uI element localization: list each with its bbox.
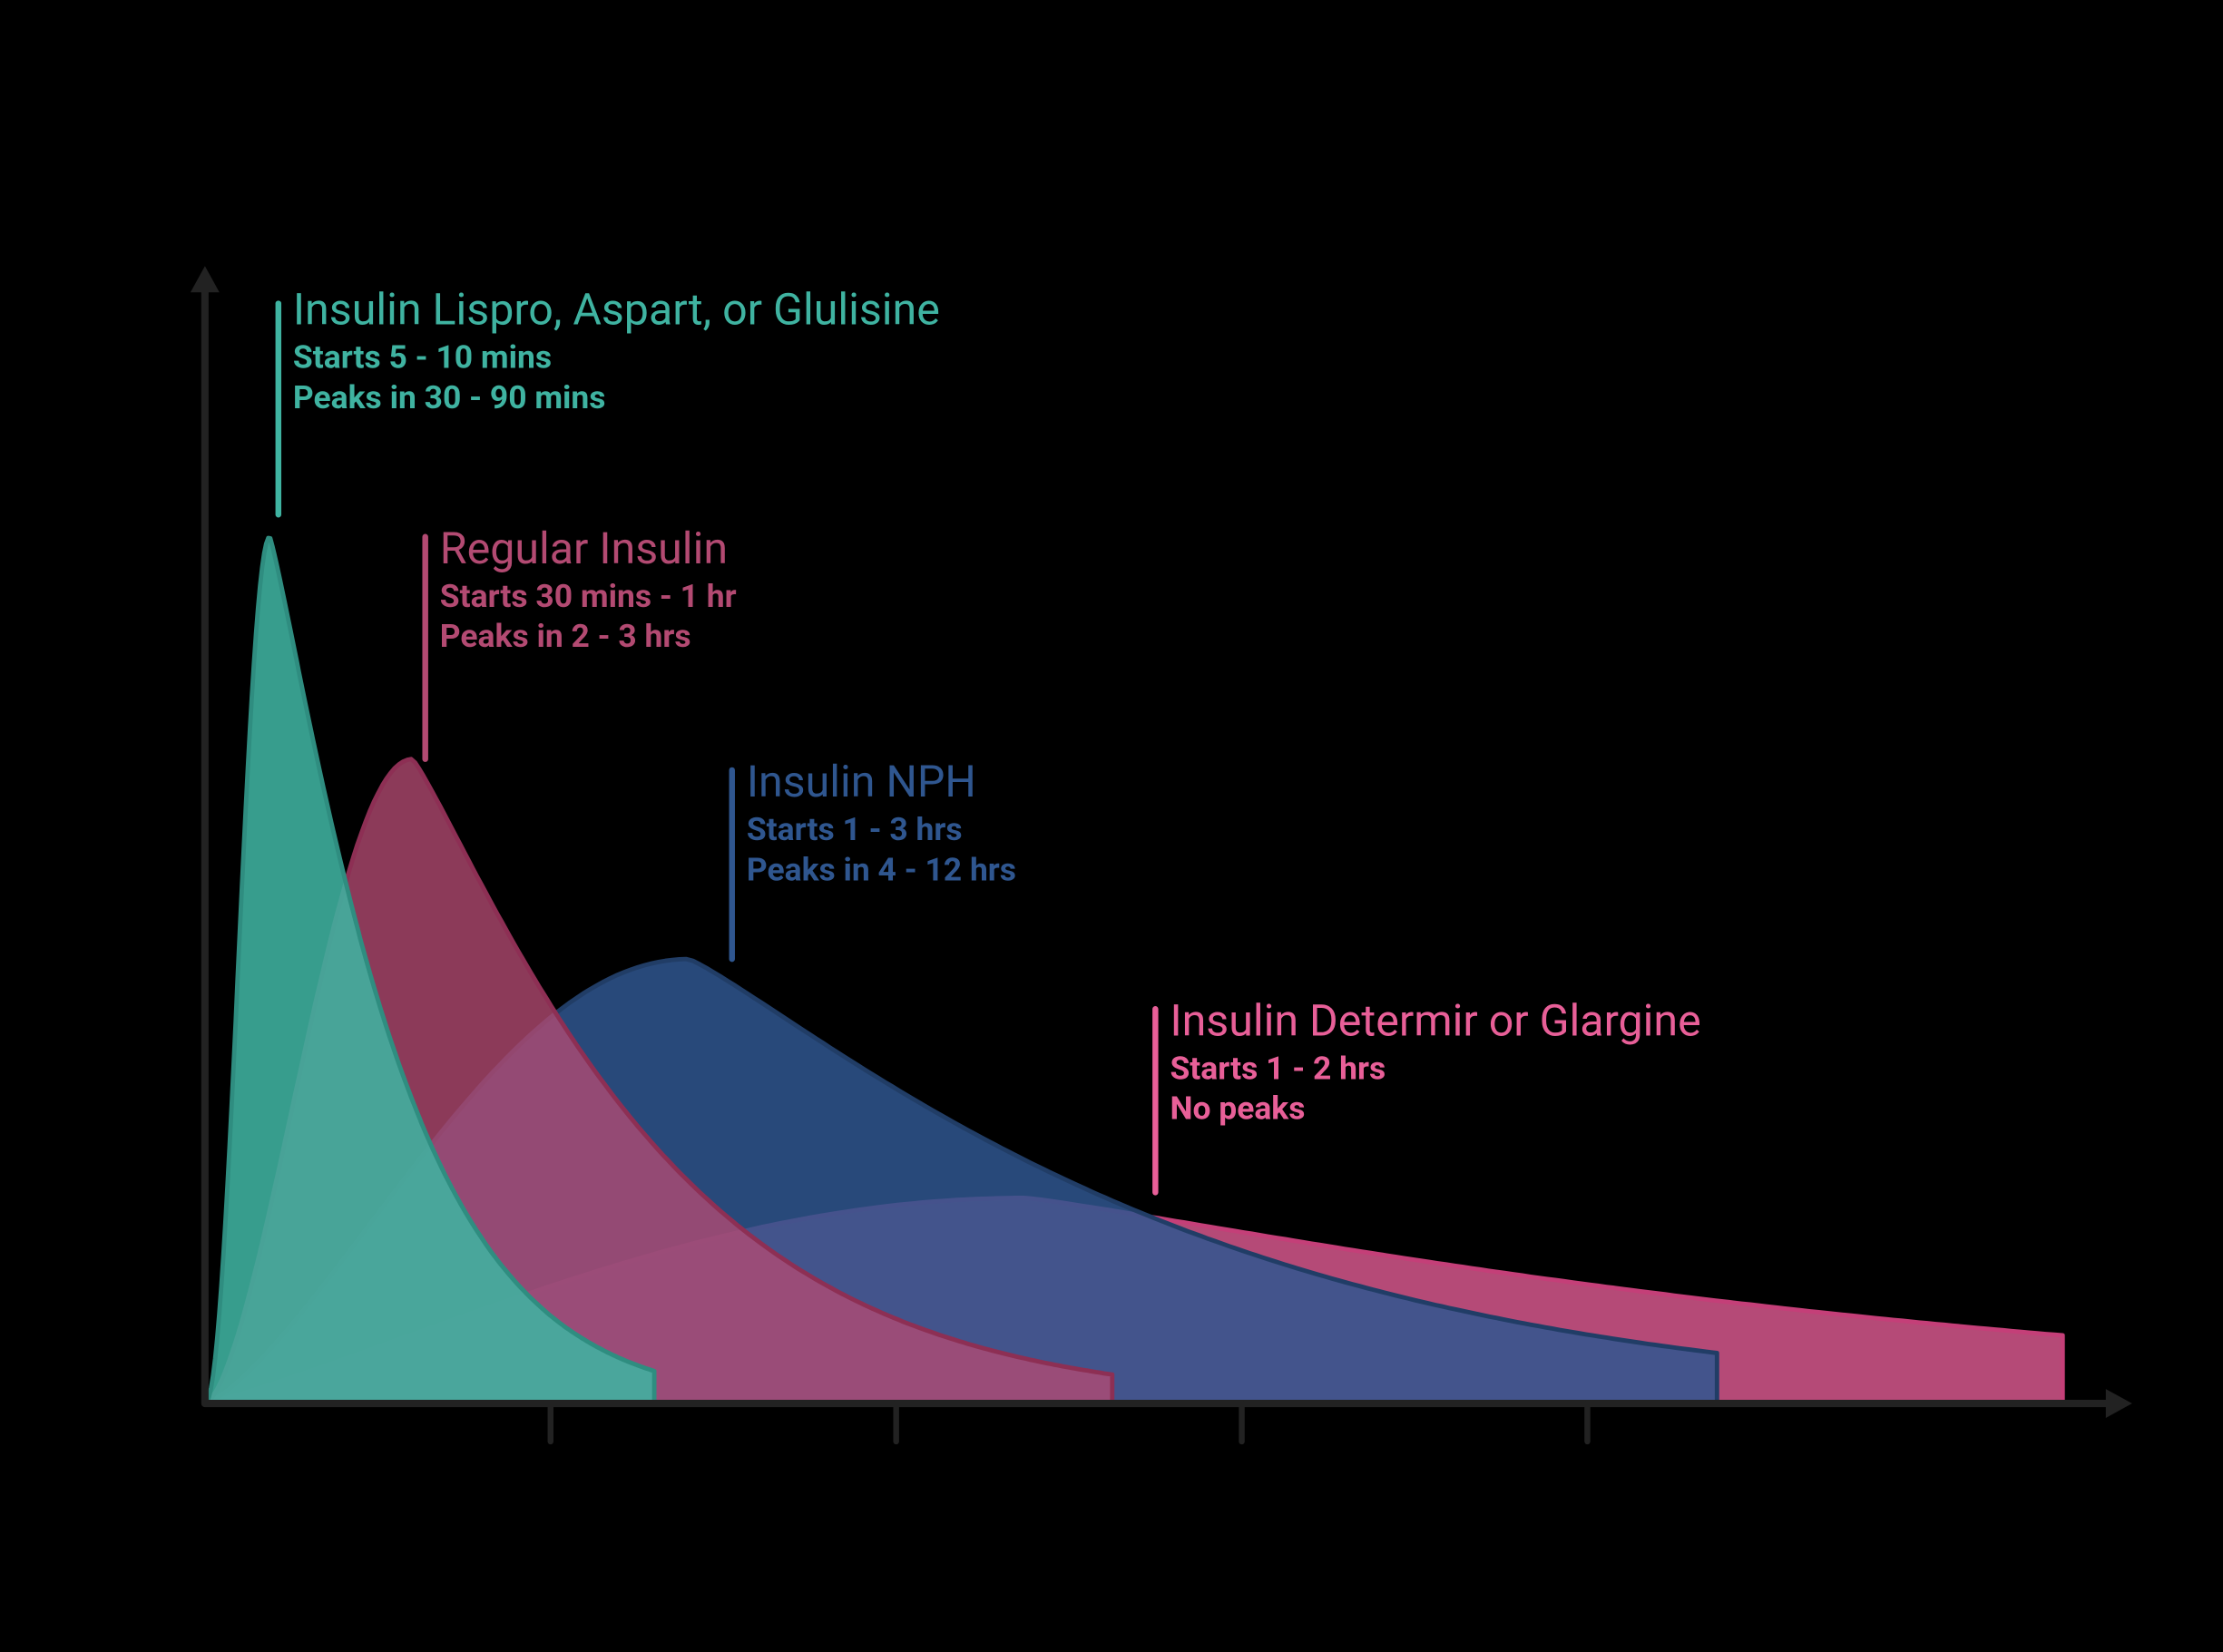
label-regular-peaks: Peaks in 2 - 3 hrs [440, 617, 691, 655]
label-detemir-peaks: No peaks [1170, 1090, 1305, 1128]
label-lispro-starts: Starts 5 - 10 mins [293, 337, 552, 376]
label-regular-starts: Starts 30 mins - 1 hr [440, 577, 737, 615]
label-nph-title: Insulin NPH [747, 756, 976, 807]
label-nph-starts: Starts 1 - 3 hrs [747, 810, 963, 848]
label-lispro-peaks: Peaks in 30 - 90 mins [293, 378, 606, 416]
label-nph: Insulin NPHStarts 1 - 3 hrsPeaks in 4 - … [732, 756, 1016, 959]
label-nph-peaks: Peaks in 4 - 12 hrs [747, 850, 1016, 888]
label-lispro: Insulin Lispro, Aspart, or GlulisineStar… [279, 284, 940, 515]
label-regular-title: Regular Insulin [440, 523, 728, 574]
label-regular: Regular InsulinStarts 30 mins - 1 hrPeak… [426, 523, 737, 759]
label-detemir-title: Insulin Determir or Glargine [1170, 994, 1700, 1046]
insulin-action-chart: Insulin Lispro, Aspart, or GlulisineStar… [0, 0, 2223, 1652]
label-lispro-title: Insulin Lispro, Aspart, or Glulisine [293, 284, 940, 336]
curves [205, 538, 2062, 1403]
label-detemir: Insulin Determir or GlargineStarts 1 - 2… [1155, 994, 1700, 1192]
label-detemir-starts: Starts 1 - 2 hrs [1170, 1049, 1386, 1087]
